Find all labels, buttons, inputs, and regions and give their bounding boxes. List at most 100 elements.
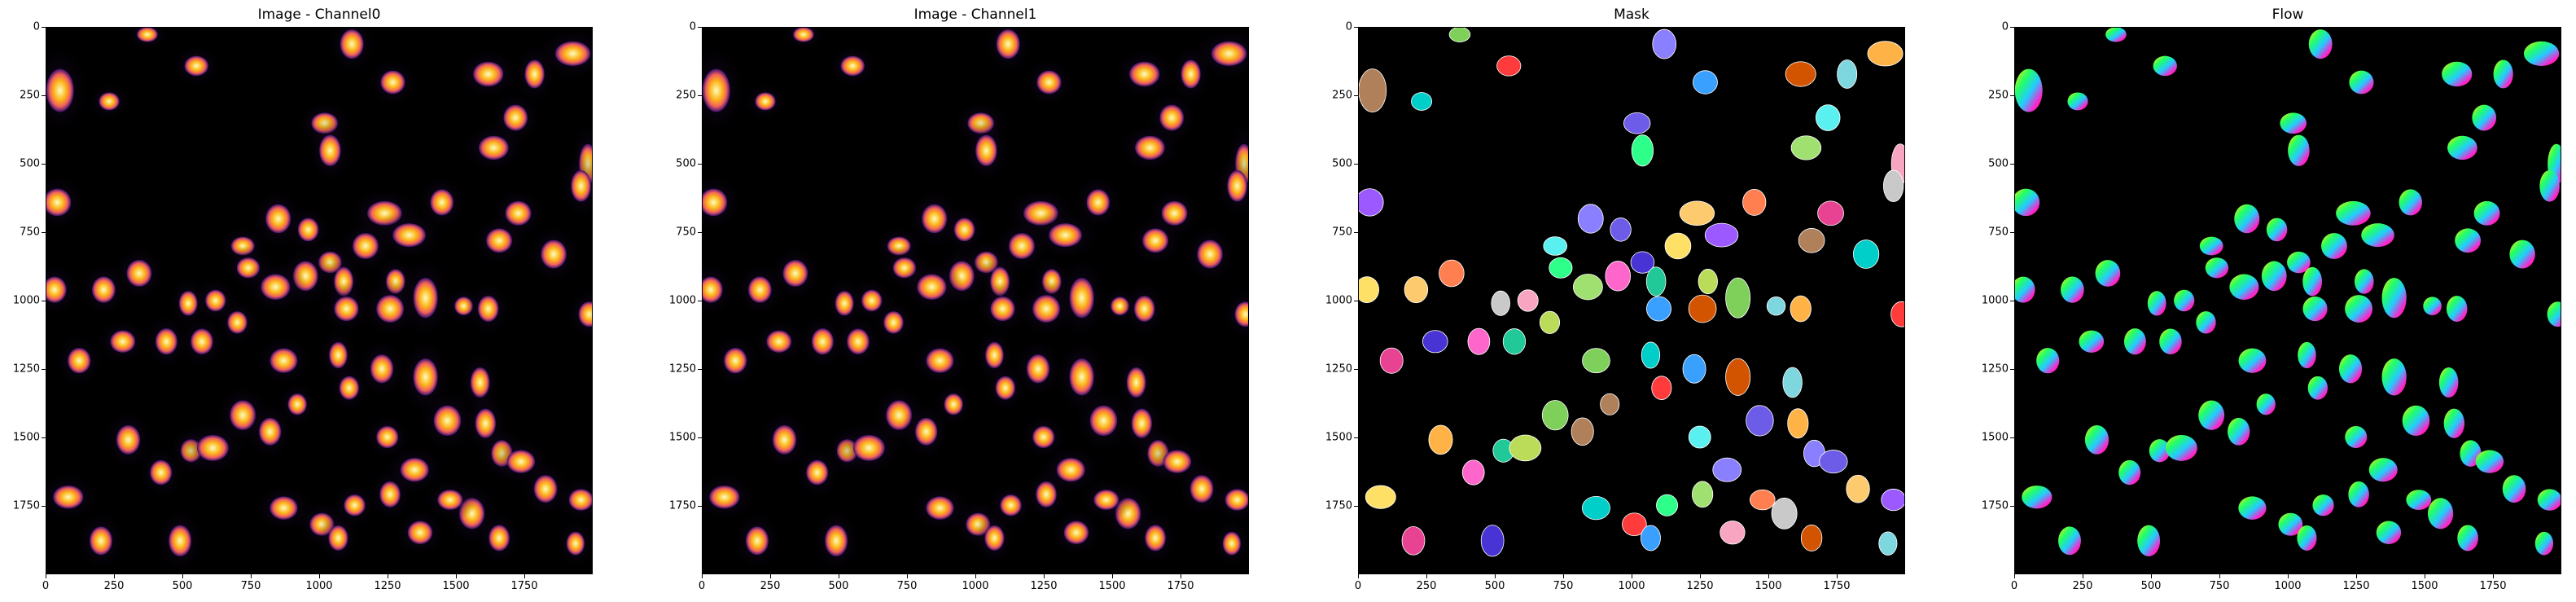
flow-region bbox=[2381, 278, 2407, 319]
flow-region bbox=[2036, 348, 2060, 374]
nucleus bbox=[703, 68, 730, 112]
y-tick-label: 1250 bbox=[1981, 363, 2009, 376]
nucleus bbox=[470, 367, 490, 398]
flow-region bbox=[2523, 41, 2560, 66]
nucleus bbox=[1135, 135, 1165, 160]
y-tick-mark bbox=[698, 437, 702, 438]
x-tick-label: 1000 bbox=[1618, 580, 1645, 592]
mask-region bbox=[1448, 28, 1471, 42]
flow-region bbox=[2234, 204, 2260, 234]
nucleus bbox=[766, 330, 792, 353]
image-plot bbox=[46, 27, 593, 574]
nucleus bbox=[703, 188, 728, 217]
image-canvas bbox=[2015, 28, 2561, 556]
x-tick-mark bbox=[1837, 574, 1838, 578]
x-tick-label: 1250 bbox=[1686, 580, 1714, 592]
mask-region bbox=[1404, 276, 1429, 304]
x-tick-label: 750 bbox=[896, 580, 918, 592]
y-tick-label: 1250 bbox=[668, 363, 696, 376]
flow-region bbox=[2165, 434, 2197, 461]
y-tick-label: 1500 bbox=[668, 431, 696, 444]
mask-region bbox=[1815, 104, 1841, 131]
nucleus bbox=[99, 92, 120, 111]
flow-region bbox=[2198, 400, 2225, 430]
x-tick-label: 1000 bbox=[962, 580, 989, 592]
flow-region bbox=[2493, 59, 2513, 89]
mask-region bbox=[1543, 236, 1568, 256]
x-tick-label: 500 bbox=[828, 580, 849, 592]
flow-region bbox=[2376, 521, 2402, 544]
flow-region bbox=[2447, 135, 2477, 160]
flow-region bbox=[2238, 496, 2267, 520]
nucleus bbox=[825, 525, 848, 556]
mask-region bbox=[1819, 450, 1848, 474]
y-tick-label: 1250 bbox=[12, 363, 40, 376]
x-tick-mark bbox=[770, 574, 771, 578]
flow-region bbox=[2147, 291, 2166, 316]
nucleus bbox=[370, 354, 394, 384]
nucleus bbox=[169, 525, 192, 556]
nucleus bbox=[782, 260, 808, 287]
nucleus bbox=[1000, 494, 1022, 516]
y-tick-mark bbox=[698, 27, 702, 28]
nucleus bbox=[1189, 475, 1214, 503]
flow-region bbox=[2308, 29, 2333, 59]
x-tick-label: 500 bbox=[1484, 580, 1505, 592]
nucleus bbox=[488, 525, 510, 551]
nucleus bbox=[380, 70, 405, 94]
x-tick-mark bbox=[1495, 574, 1496, 578]
y-tick-label: 500 bbox=[1332, 157, 1352, 170]
x-tick-mark bbox=[702, 574, 703, 578]
mask-region bbox=[1577, 204, 1604, 234]
nucleus bbox=[92, 276, 116, 303]
nucleus bbox=[1159, 104, 1185, 131]
y-tick-mark bbox=[1354, 164, 1358, 165]
nucleus bbox=[835, 291, 854, 316]
mask-region bbox=[1800, 525, 1823, 551]
nucleus bbox=[709, 486, 740, 509]
mask-region bbox=[1890, 301, 1904, 327]
nucleus bbox=[1222, 531, 1242, 556]
nucleus bbox=[328, 525, 348, 551]
x-tick-mark bbox=[182, 574, 183, 578]
nucleus bbox=[261, 274, 291, 300]
y-tick-label: 1500 bbox=[12, 431, 40, 444]
panel-heat: Image - Channel1 0 250 500 750 1000 1250 1500 17… bbox=[656, 0, 1249, 602]
flow-region bbox=[2298, 341, 2316, 369]
y-tick-mark bbox=[2010, 95, 2014, 96]
y-tick-mark bbox=[1354, 369, 1358, 370]
y-tick-label: 1000 bbox=[1325, 294, 1352, 307]
mask-region bbox=[1720, 521, 1746, 545]
flow-region bbox=[2266, 218, 2288, 242]
mask-region bbox=[1582, 348, 1610, 374]
mask-region bbox=[1359, 68, 1387, 112]
nucleus bbox=[772, 425, 797, 455]
mask-region bbox=[1725, 277, 1751, 319]
nucleus bbox=[196, 434, 229, 461]
flow-region bbox=[2355, 269, 2374, 294]
y-tick-label: 1750 bbox=[12, 499, 40, 512]
flow-region bbox=[2123, 328, 2146, 355]
nucleus bbox=[996, 29, 1020, 59]
mask-region bbox=[1422, 330, 1448, 354]
image-canvas bbox=[1359, 28, 1904, 557]
x-tick-mark bbox=[2219, 574, 2220, 578]
nucleus bbox=[746, 526, 769, 556]
flow-region bbox=[2534, 531, 2554, 556]
mask-region bbox=[1787, 408, 1809, 439]
mask-region bbox=[1630, 251, 1655, 274]
nucleus bbox=[259, 417, 282, 446]
x-tick-label: 250 bbox=[1416, 580, 1437, 592]
nucleus bbox=[473, 61, 504, 87]
mask-region bbox=[1688, 425, 1711, 449]
flow-region bbox=[2159, 328, 2182, 354]
flow-region bbox=[2321, 233, 2347, 259]
mask-region bbox=[1712, 457, 1742, 482]
flow-region bbox=[2428, 498, 2454, 529]
flow-region bbox=[2149, 439, 2171, 463]
flow-region bbox=[2537, 489, 2561, 511]
x-tick-label: 750 bbox=[1553, 580, 1574, 592]
y-tick-mark bbox=[1354, 506, 1358, 507]
flow-region bbox=[2015, 276, 2035, 303]
y-tick-label: 0 bbox=[689, 20, 696, 33]
